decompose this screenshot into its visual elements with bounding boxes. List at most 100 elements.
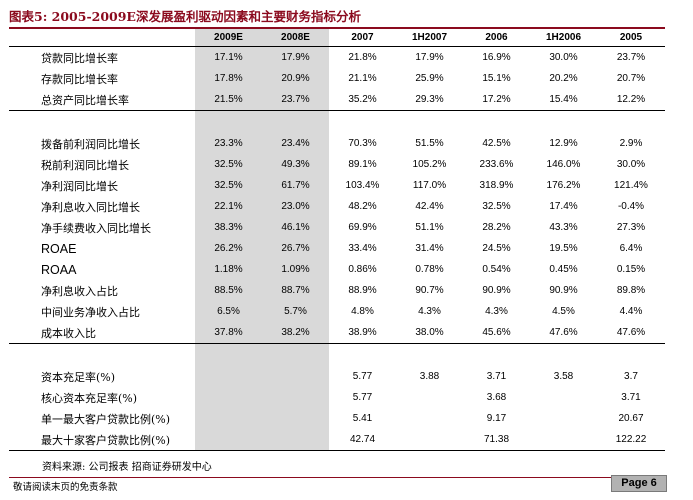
- table-cell: 2.9%: [619, 138, 643, 149]
- header-row: 2009E 2008E 2007 1H2007 2006 1H2006 2005: [9, 29, 665, 47]
- column-header: 2006: [463, 29, 530, 47]
- table-cell: [530, 429, 597, 451]
- table-cell: 47.6%: [597, 322, 665, 344]
- table-row: 成本收入比 37.8% 38.2% 38.9% 38.0% 45.6% 47.6% 47.6%: [9, 322, 665, 344]
- table-cell: 5.77: [352, 392, 373, 403]
- table-cell: 88.5%: [195, 280, 262, 301]
- table-row: 拨备前利润同比增长 23.3% 23.4% 70.3% 51.5% 42.5% 12.9% 2…: [9, 133, 665, 154]
- table-cell: [597, 344, 665, 367]
- table-cell: [396, 408, 463, 429]
- column-header: 1H2006: [530, 29, 597, 47]
- table-cell: [463, 344, 530, 367]
- row-label: 单一最大客户贷款比例(%): [41, 412, 171, 426]
- table-cell: [396, 429, 463, 451]
- table-row: 存款同比增长率 17.8% 20.9% 21.1% 25.9% 15.1% 20.2% 20.…: [9, 68, 665, 89]
- table-cell: 103.4%: [345, 180, 380, 191]
- table-cell: 88.7%: [262, 280, 329, 301]
- table-row: 最大十家客户贷款比例(%) 42.74 71.38 122.22: [9, 429, 665, 451]
- table-cell: [195, 366, 262, 387]
- table-cell: 117.0%: [412, 180, 447, 191]
- row-label: ROAA: [41, 262, 77, 277]
- table-row: 资本充足率(%) 5.77 3.88 3.71 3.58 3.7: [9, 366, 665, 387]
- table-row: 中间业务净收入占比 6.5% 5.7% 4.8% 4.3% 4.3% 4.5% 4.4%: [9, 301, 665, 322]
- table-cell: 51.5%: [415, 138, 444, 149]
- table-cell: 23.7%: [616, 52, 646, 63]
- table-cell: 71.38: [463, 429, 530, 451]
- table-row: 净利润同比增长 32.5% 61.7% 103.4% 117.0% 318.9% 176.2…: [9, 175, 665, 196]
- table-cell: [530, 344, 597, 367]
- table-cell: 3.71: [486, 371, 507, 382]
- row-label: 税前利润同比增长: [41, 158, 129, 172]
- table-row: ROAE 26.2% 26.7% 33.4% 31.4% 24.5% 19.5% 6.4%: [9, 238, 665, 259]
- table-cell: 37.8%: [195, 322, 262, 344]
- table-cell: 48.2%: [348, 201, 377, 212]
- page-number-badge: Page 6: [611, 475, 667, 492]
- table-cell: 43.3%: [549, 222, 578, 233]
- table-cell: 49.3%: [262, 154, 329, 175]
- table-cell: 4.3%: [485, 306, 508, 317]
- table-cell: -0.4%: [617, 201, 645, 212]
- table-cell: 1.18%: [195, 259, 262, 280]
- table-cell: 0.45%: [549, 264, 578, 275]
- column-header: 2007: [329, 29, 396, 47]
- table-cell: 88.9%: [348, 285, 377, 296]
- table-cell: [530, 111, 597, 134]
- table-row: 单一最大客户贷款比例(%) 5.41 9.17 20.67: [9, 408, 665, 429]
- table-cell: [396, 344, 463, 367]
- table-cell: 23.0%: [262, 196, 329, 217]
- table-cell: 15.1%: [482, 73, 511, 84]
- table-cell: 89.8%: [616, 285, 646, 296]
- table-cell: 30.0%: [549, 52, 578, 63]
- table-cell: 21.8%: [348, 52, 377, 63]
- table-cell: 20.2%: [549, 73, 578, 84]
- table-cell: 0.54%: [482, 264, 511, 275]
- row-label: 最大十家客户贷款比例(%): [9, 429, 195, 451]
- row-label: 净利息收入同比增长: [41, 200, 140, 214]
- table-cell: 20.67: [618, 413, 644, 424]
- table-cell: 42.4%: [415, 201, 444, 212]
- table-cell: 5.7%: [262, 301, 329, 322]
- table-cell: 70.3%: [348, 138, 377, 149]
- table-cell: 51.1%: [415, 222, 444, 233]
- table-cell: [329, 111, 396, 134]
- table-cell: [195, 408, 262, 429]
- table-cell: 17.4%: [549, 201, 578, 212]
- row-label: 拨备前利润同比增长: [41, 137, 140, 151]
- title-rule: [9, 27, 665, 29]
- table-cell: 17.9%: [262, 46, 329, 68]
- table-cell: [262, 366, 329, 387]
- table-cell: 33.4%: [348, 243, 377, 254]
- table-cell: 3.68: [486, 392, 507, 403]
- table-cell: 29.3%: [396, 89, 463, 111]
- table-cell: 3.7: [624, 371, 638, 382]
- table-cell: 35.2%: [329, 89, 396, 111]
- spacer-row: [9, 110, 665, 134]
- table-cell: 32.5%: [195, 175, 262, 196]
- row-label: 存款同比增长率: [41, 72, 118, 86]
- table-cell: 3.71: [621, 392, 641, 403]
- table-cell: [530, 408, 597, 429]
- row-label: 资本充足率(%): [41, 370, 116, 384]
- source-note: 资料来源: 公司报表 招商证券研发中心: [42, 462, 212, 473]
- table-cell: 3.88: [419, 371, 440, 382]
- table-cell: 3.58: [553, 371, 574, 382]
- table-cell: [262, 110, 329, 133]
- table-cell: 28.2%: [482, 222, 511, 233]
- row-label: 净手续费收入同比增长: [41, 221, 151, 235]
- table-cell: 47.6%: [530, 322, 597, 344]
- table-row: 净利息收入占比 88.5% 88.7% 88.9% 90.7% 90.9% 90.9% 89.…: [9, 280, 665, 301]
- row-label: 总资产同比增长率: [9, 89, 195, 111]
- table-cell: [262, 343, 329, 366]
- row-label: 贷款同比增长率: [41, 51, 118, 65]
- table-cell: 5.41: [352, 413, 373, 424]
- spacer-row: [9, 343, 665, 367]
- table-cell: 318.9%: [479, 180, 514, 191]
- table-cell: 122.22: [597, 429, 665, 451]
- table-cell: 9.17: [486, 413, 507, 424]
- table-cell: [262, 408, 329, 429]
- row-label: 中间业务净收入占比: [41, 305, 140, 319]
- row-label: 净利润同比增长: [41, 179, 118, 193]
- table-cell: 121.4%: [614, 180, 648, 191]
- table-cell: 17.8%: [195, 68, 262, 89]
- table-cell: 20.9%: [262, 68, 329, 89]
